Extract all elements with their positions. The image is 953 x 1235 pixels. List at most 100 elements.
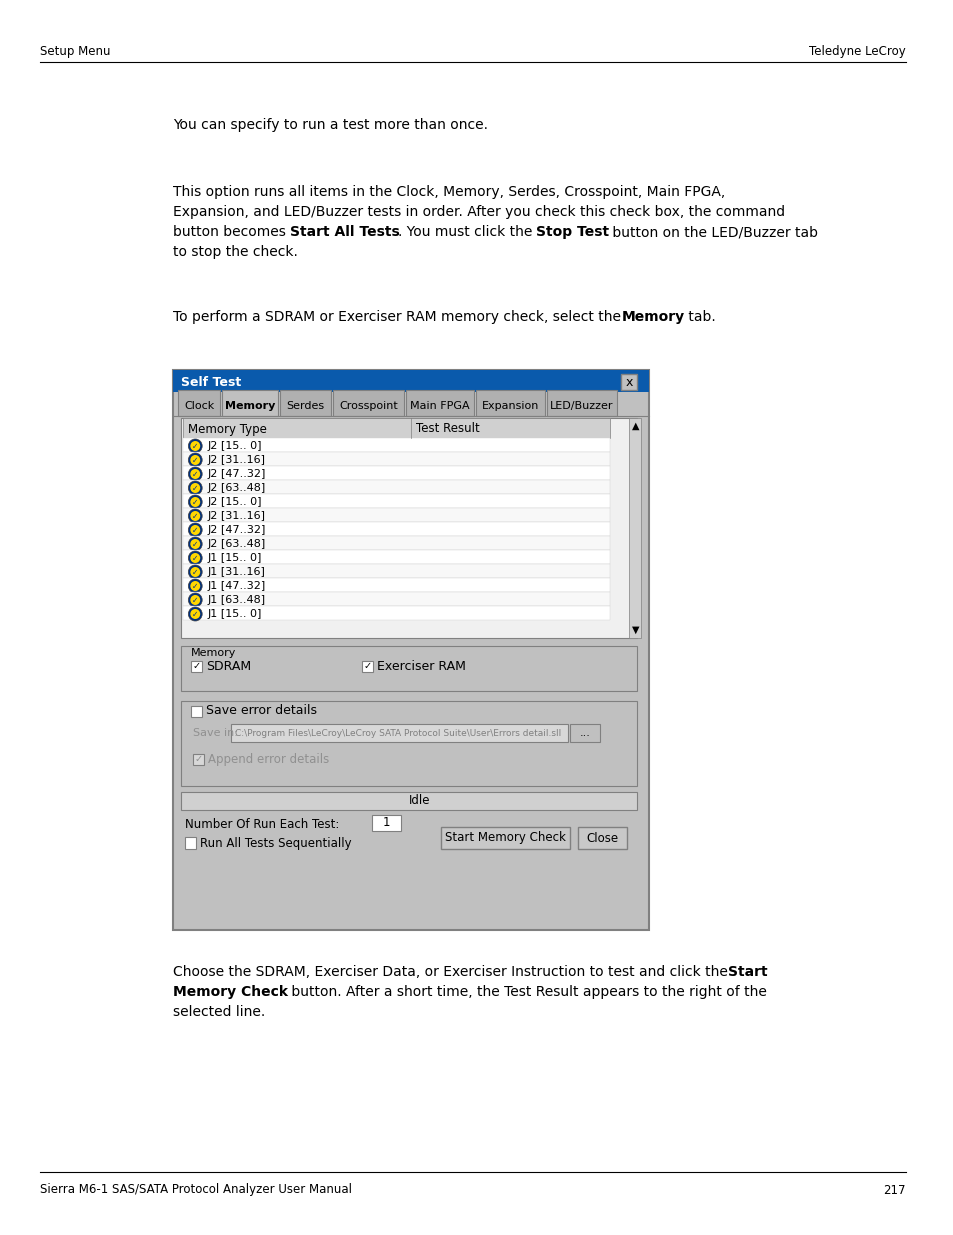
Text: Main FPGA: Main FPGA	[410, 401, 470, 411]
Circle shape	[188, 480, 202, 495]
Circle shape	[188, 579, 202, 593]
Circle shape	[190, 511, 200, 521]
FancyBboxPatch shape	[181, 646, 637, 692]
Bar	[183, 606, 609, 620]
Text: Self Test: Self Test	[181, 375, 241, 389]
Text: LED/Buzzer: LED/Buzzer	[550, 401, 613, 411]
Text: ✓: ✓	[192, 553, 198, 562]
Text: x: x	[625, 375, 633, 389]
Bar	[361, 661, 373, 672]
Text: ▲: ▲	[631, 421, 639, 431]
Bar	[183, 466, 609, 480]
Text: Close: Close	[586, 831, 618, 845]
Text: ✓: ✓	[192, 540, 198, 548]
Circle shape	[190, 525, 200, 535]
Text: to stop the check.: to stop the check.	[173, 245, 298, 259]
FancyBboxPatch shape	[578, 827, 627, 848]
Bar	[183, 522, 609, 536]
Text: ✓: ✓	[192, 483, 198, 493]
Text: Memory Check: Memory Check	[173, 986, 288, 999]
Bar	[183, 438, 609, 452]
Text: Run All Tests Sequentially: Run All Tests Sequentially	[200, 836, 352, 850]
FancyBboxPatch shape	[173, 370, 649, 930]
Text: J2 [15.. 0]: J2 [15.. 0]	[207, 496, 261, 508]
Text: SDRAM: SDRAM	[206, 659, 251, 673]
Circle shape	[190, 441, 200, 451]
Bar	[185, 837, 196, 848]
Text: J2 [31..16]: J2 [31..16]	[207, 454, 265, 466]
Text: ✓: ✓	[363, 661, 371, 671]
Text: Save error details: Save error details	[206, 704, 316, 718]
Circle shape	[188, 467, 202, 480]
Bar	[183, 578, 609, 592]
Text: Setup Menu: Setup Menu	[40, 46, 110, 58]
FancyBboxPatch shape	[333, 390, 404, 416]
Text: Sierra M6-1 SAS/SATA Protocol Analyzer User Manual: Sierra M6-1 SAS/SATA Protocol Analyzer U…	[40, 1183, 352, 1197]
Text: Choose the SDRAM, Exerciser Data, or Exerciser Instruction to test and click the: Choose the SDRAM, Exerciser Data, or Exe…	[173, 965, 732, 979]
Text: ✓: ✓	[193, 661, 200, 671]
Text: ✓: ✓	[192, 511, 198, 520]
Text: J1 [47..32]: J1 [47..32]	[207, 580, 265, 592]
Text: J2 [15.. 0]: J2 [15.. 0]	[207, 441, 261, 451]
Circle shape	[190, 454, 200, 466]
Circle shape	[190, 538, 200, 550]
Circle shape	[188, 509, 202, 522]
Text: Clock: Clock	[184, 401, 214, 411]
Bar	[372, 815, 401, 831]
Circle shape	[190, 553, 200, 563]
Circle shape	[190, 580, 200, 592]
Text: To perform a SDRAM or Exerciser RAM memory check, select the: To perform a SDRAM or Exerciser RAM memo…	[173, 310, 625, 324]
Text: J2 [63..48]: J2 [63..48]	[207, 538, 265, 550]
Text: J1 [63..48]: J1 [63..48]	[207, 595, 265, 605]
Bar	[192, 706, 202, 718]
Circle shape	[188, 438, 202, 453]
Circle shape	[188, 606, 202, 621]
Text: J2 [47..32]: J2 [47..32]	[207, 469, 265, 479]
Bar	[183, 536, 609, 550]
Text: ✓: ✓	[192, 526, 198, 535]
Text: Memory: Memory	[224, 401, 274, 411]
Circle shape	[188, 453, 202, 467]
Text: Teledyne LeCroy: Teledyne LeCroy	[808, 46, 905, 58]
Text: J1 [15.. 0]: J1 [15.. 0]	[207, 553, 261, 563]
FancyBboxPatch shape	[476, 390, 544, 416]
Text: Start All Tests: Start All Tests	[290, 225, 399, 240]
Text: tab.: tab.	[683, 310, 716, 324]
Text: . You must click the: . You must click the	[398, 225, 537, 240]
Circle shape	[190, 483, 200, 493]
Text: button. After a short time, the Test Result appears to the right of the: button. After a short time, the Test Res…	[287, 986, 766, 999]
Bar	[193, 755, 204, 764]
Circle shape	[188, 495, 202, 509]
Text: Test Result: Test Result	[416, 422, 479, 436]
Circle shape	[188, 551, 202, 564]
Text: 217: 217	[882, 1183, 905, 1197]
FancyBboxPatch shape	[181, 701, 637, 785]
Bar	[181, 417, 637, 638]
Circle shape	[190, 567, 200, 577]
Bar	[183, 417, 609, 438]
Text: Crosspoint: Crosspoint	[339, 401, 397, 411]
Bar	[183, 452, 609, 466]
Text: J2 [63..48]: J2 [63..48]	[207, 483, 265, 493]
Circle shape	[188, 522, 202, 537]
Bar	[569, 724, 599, 742]
Text: ✓: ✓	[192, 441, 198, 451]
Bar	[181, 792, 637, 810]
Text: C:\Program Files\LeCroy\LeCroy SATA Protocol Suite\User\Errors detail.sll: C:\Program Files\LeCroy\LeCroy SATA Prot…	[234, 729, 560, 737]
FancyBboxPatch shape	[406, 390, 474, 416]
Text: Idle: Idle	[408, 794, 430, 808]
Bar	[183, 592, 609, 606]
Text: Expansion, and LED/Buzzer tests in order. After you check this check box, the co: Expansion, and LED/Buzzer tests in order…	[173, 205, 784, 219]
Circle shape	[188, 593, 202, 606]
Text: Serdes: Serdes	[286, 401, 324, 411]
Text: ✓: ✓	[192, 498, 198, 506]
Circle shape	[190, 595, 200, 605]
Text: Stop Test: Stop Test	[536, 225, 608, 240]
FancyBboxPatch shape	[222, 390, 277, 416]
Text: Memory Type: Memory Type	[188, 422, 267, 436]
Text: button on the LED/Buzzer tab: button on the LED/Buzzer tab	[608, 225, 818, 240]
Text: J1 [15.. 0]: J1 [15.. 0]	[207, 609, 261, 619]
Bar	[183, 494, 609, 508]
Text: Memory: Memory	[192, 648, 236, 658]
Text: Memory: Memory	[621, 310, 684, 324]
